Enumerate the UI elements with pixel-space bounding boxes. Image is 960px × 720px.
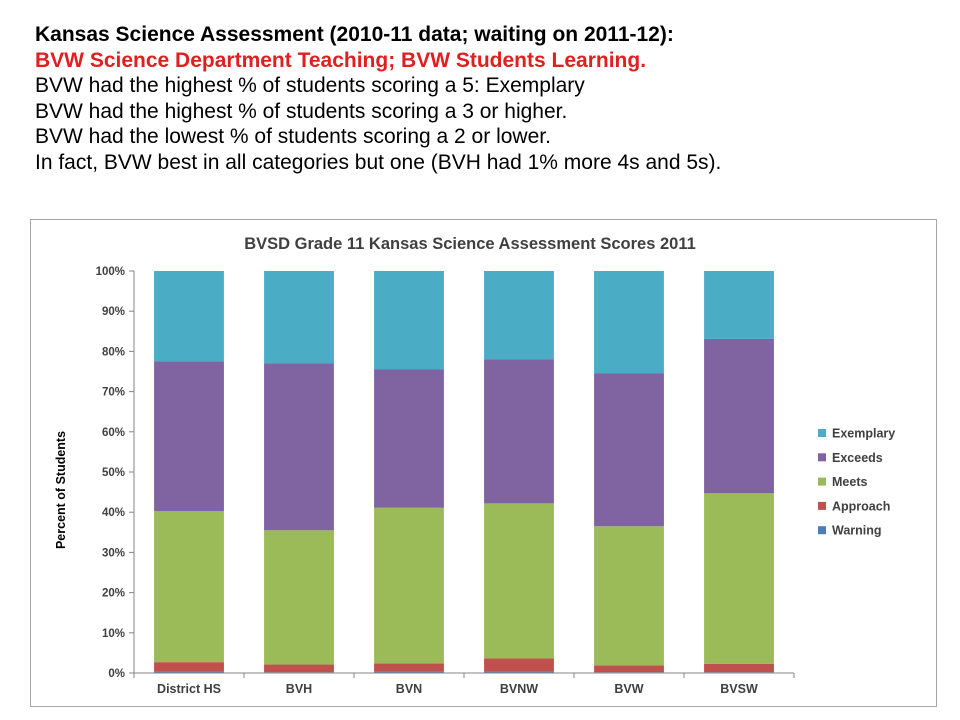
bar-group bbox=[374, 271, 444, 673]
y-tick-label: 10% bbox=[102, 628, 125, 640]
x-tick-label: BVSW bbox=[720, 682, 758, 696]
bar-segment-approach bbox=[704, 663, 774, 673]
bar-segment-approach bbox=[484, 658, 554, 672]
bar-segment-exceeds bbox=[484, 359, 554, 504]
y-tick-label: 50% bbox=[102, 467, 125, 479]
y-tick-label: 60% bbox=[102, 427, 125, 439]
bar-segment-approach bbox=[374, 663, 444, 672]
bar-segment-meets bbox=[264, 530, 334, 665]
legend-item: Warning bbox=[818, 524, 882, 538]
bar-group bbox=[484, 271, 554, 673]
y-tick-label: 40% bbox=[102, 507, 125, 519]
heading-line: Kansas Science Assessment (2010-11 data;… bbox=[35, 23, 674, 46]
bar-segment-meets bbox=[704, 493, 774, 664]
chart-title: BVSD Grade 11 Kansas Science Assessment … bbox=[244, 235, 696, 253]
legend-item: Exceeds bbox=[818, 451, 883, 465]
legend-swatch bbox=[818, 429, 826, 437]
legend-item: Exemplary bbox=[818, 427, 895, 441]
bar-group bbox=[154, 271, 224, 673]
legend-swatch bbox=[818, 526, 826, 535]
bar-segment-approach bbox=[264, 664, 334, 673]
highlight-line: BVW Science Department Teaching; BVW Stu… bbox=[35, 48, 647, 72]
finding-exemplary: BVW had the highest % of students scorin… bbox=[35, 74, 585, 97]
legend-item: Approach bbox=[818, 499, 890, 513]
x-tick-label: BVN bbox=[396, 682, 422, 696]
chart-frame: BVSD Grade 11 Kansas Science Assessment … bbox=[30, 219, 937, 707]
bar-segment-exemplary bbox=[484, 271, 554, 360]
y-tick-label: 0% bbox=[108, 668, 125, 680]
bar-group bbox=[594, 271, 664, 673]
bar-segment-exemplary bbox=[594, 271, 664, 374]
y-tick-label: 20% bbox=[102, 588, 125, 600]
bar-segment-exemplary bbox=[154, 271, 224, 362]
bar-segment-meets bbox=[594, 526, 664, 666]
bar-segment-exceeds bbox=[594, 373, 664, 527]
x-tick-label: BVH bbox=[286, 682, 312, 696]
x-tick-label: BVW bbox=[614, 682, 643, 696]
bar-segment-meets bbox=[374, 507, 444, 664]
bar-segment-exemplary bbox=[704, 271, 774, 339]
bar-segment-exceeds bbox=[154, 361, 224, 511]
legend-swatch bbox=[818, 501, 826, 510]
bar-segment-approach bbox=[154, 662, 224, 672]
y-tick-label: 30% bbox=[102, 547, 125, 559]
bar-segment-exceeds bbox=[374, 369, 444, 508]
x-tick-label: BVNW bbox=[500, 682, 538, 696]
y-axis-label: Percent of Students bbox=[54, 431, 68, 549]
bar-group bbox=[264, 271, 334, 673]
header-text: Kansas Science Assessment (2010-11 data;… bbox=[35, 22, 935, 175]
y-tick-label: 70% bbox=[102, 387, 125, 399]
legend-swatch bbox=[818, 453, 826, 462]
y-tick-label: 80% bbox=[102, 346, 125, 358]
bar-segment-warning bbox=[374, 671, 444, 673]
y-tick-label: 100% bbox=[96, 266, 125, 278]
y-axis: 0% 10% 20% 30% 40% 50% 60% 70% 80% 90% 100% bbox=[96, 266, 135, 680]
bar-segment-meets bbox=[154, 510, 224, 663]
bar-segment-exemplary bbox=[374, 271, 444, 370]
x-axis: District HS BVH BVN BVNW BVW BVSW bbox=[133, 672, 795, 696]
bar-segment-approach bbox=[594, 665, 664, 673]
bar-segment-exemplary bbox=[264, 271, 334, 364]
legend: Exemplary Exceeds Meets Approach Warning bbox=[818, 427, 895, 538]
finding-3-or-higher: BVW had the highest % of students scorin… bbox=[35, 99, 568, 123]
bar-segment-exceeds bbox=[264, 363, 334, 531]
stacked-bar-chart: BVSD Grade 11 Kansas Science Assessment … bbox=[54, 235, 895, 696]
bar-segment-meets bbox=[484, 503, 554, 659]
legend-label: Exceeds bbox=[832, 451, 883, 465]
x-tick-label: District HS bbox=[157, 682, 221, 696]
legend-swatch bbox=[818, 477, 826, 486]
legend-label: Exemplary bbox=[832, 427, 895, 441]
bar-segment-exceeds bbox=[704, 338, 774, 494]
finding-2-or-lower: BVW had the lowest % of students scoring… bbox=[35, 125, 551, 148]
bar-group bbox=[704, 271, 774, 673]
y-tick-label: 90% bbox=[102, 306, 125, 318]
legend-label: Warning bbox=[832, 524, 882, 538]
finding-summary: In fact, BVW best in all categories but … bbox=[35, 150, 722, 174]
bars bbox=[154, 271, 774, 673]
legend-label: Approach bbox=[832, 499, 890, 513]
bar-segment-warning bbox=[484, 671, 554, 673]
bar-segment-warning bbox=[154, 671, 224, 673]
legend-item: Meets bbox=[818, 475, 867, 489]
legend-label: Meets bbox=[832, 475, 867, 489]
